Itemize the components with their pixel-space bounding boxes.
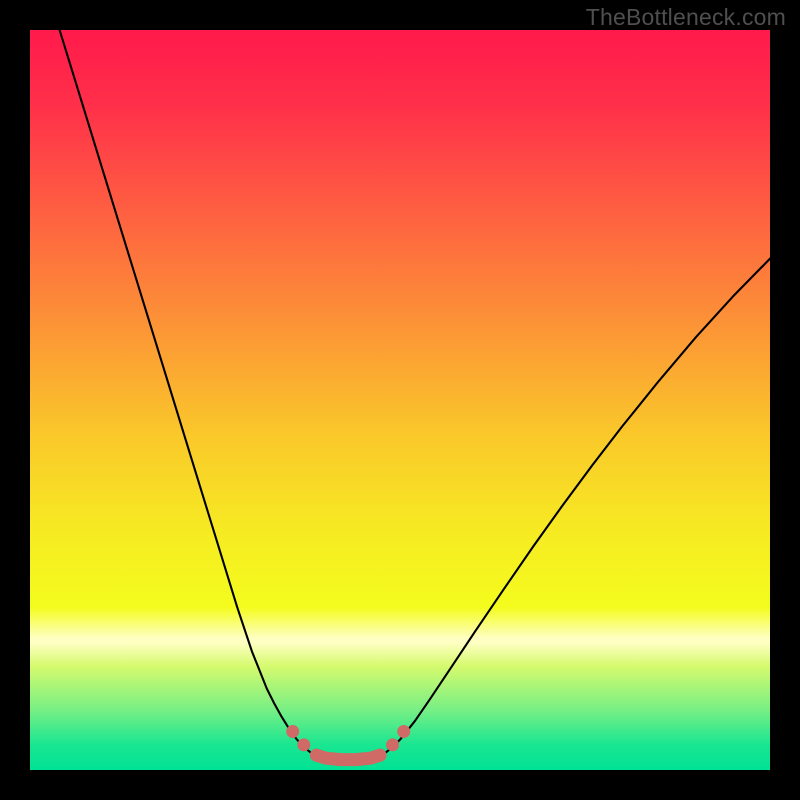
watermark-text: TheBottleneck.com	[586, 4, 786, 31]
valley-trace	[316, 755, 380, 759]
plot-gradient-background	[30, 30, 770, 770]
